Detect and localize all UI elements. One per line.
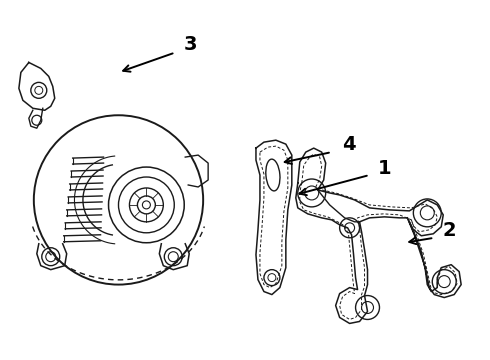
Text: 4: 4 [342, 135, 355, 154]
Text: 2: 2 [442, 221, 456, 240]
Text: 3: 3 [183, 35, 197, 54]
Text: 1: 1 [377, 158, 391, 177]
